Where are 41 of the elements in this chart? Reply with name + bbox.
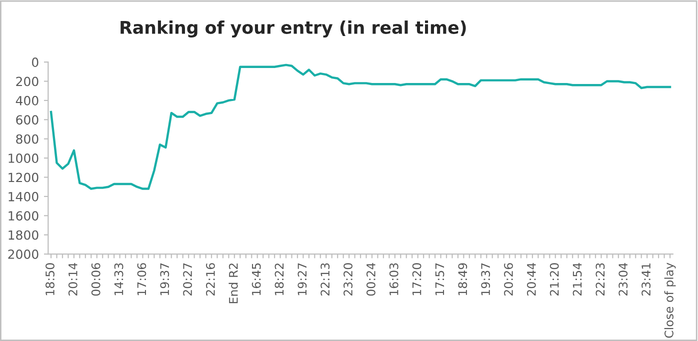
x-tick-label: 21:54 — [572, 263, 582, 296]
y-tick-label: 2000 — [8, 250, 38, 259]
x-tick-label: 19:37 — [481, 263, 490, 296]
x-tick-label: 18:50 — [46, 263, 54, 296]
x-tick-label: End R2 — [228, 264, 238, 304]
x-tick-label: Close of play — [664, 262, 676, 338]
line-series — [50, 64, 672, 190]
x-tick-label: 22:16 — [206, 263, 215, 296]
x-tick-label: 16:45 — [252, 263, 261, 296]
y-tick-label: 0 — [32, 58, 38, 67]
x-tick-label: 18:49 — [458, 263, 468, 296]
x-tick-label: 20:14 — [68, 263, 78, 296]
y-tick-label: 400 — [16, 96, 38, 106]
x-tick-label: 17:06 — [137, 263, 146, 296]
x-tick-label: 18:22 — [274, 264, 284, 296]
x-tick-label: 00:24 — [366, 263, 376, 296]
x-tick-label: 17:57 — [435, 263, 444, 296]
x-tick-label: 23:41 — [642, 263, 651, 296]
x-tick-label: 14:33 — [114, 263, 124, 296]
x-tick-label: 17:20 — [412, 263, 422, 296]
y-tick-label: 600 — [16, 115, 38, 125]
x-tick-label: 20:44 — [526, 263, 536, 296]
x-tick-label: 23:04 — [618, 263, 628, 296]
x-tick-label: 19:27 — [298, 263, 307, 296]
y-tick-label: 800 — [16, 134, 38, 144]
x-tick-label: 20:27 — [183, 263, 192, 296]
x-tick-label: 22:13 — [320, 263, 330, 296]
y-tick-label: 1800 — [8, 230, 38, 240]
x-tick-label: 23:20 — [344, 263, 352, 296]
x-tick-label: 16:03 — [389, 263, 398, 296]
x-tick-label: 00:06 — [91, 263, 100, 296]
x-tick-label: 21:20 — [550, 263, 559, 296]
y-tick-label: 200 — [16, 76, 38, 86]
y-tick-label: 1400 — [8, 192, 38, 202]
x-tick-label: 20:26 — [504, 263, 513, 296]
x-tick-label: 22:23 — [596, 263, 605, 296]
y-tick-label: 1200 — [8, 172, 38, 182]
chart-title: Ranking of your entry (in real time) — [120, 20, 466, 38]
y-tick-label: 1600 — [8, 211, 38, 221]
y-tick-label: 1000 — [8, 154, 38, 163]
x-tick-label: 19:37 — [160, 263, 170, 296]
